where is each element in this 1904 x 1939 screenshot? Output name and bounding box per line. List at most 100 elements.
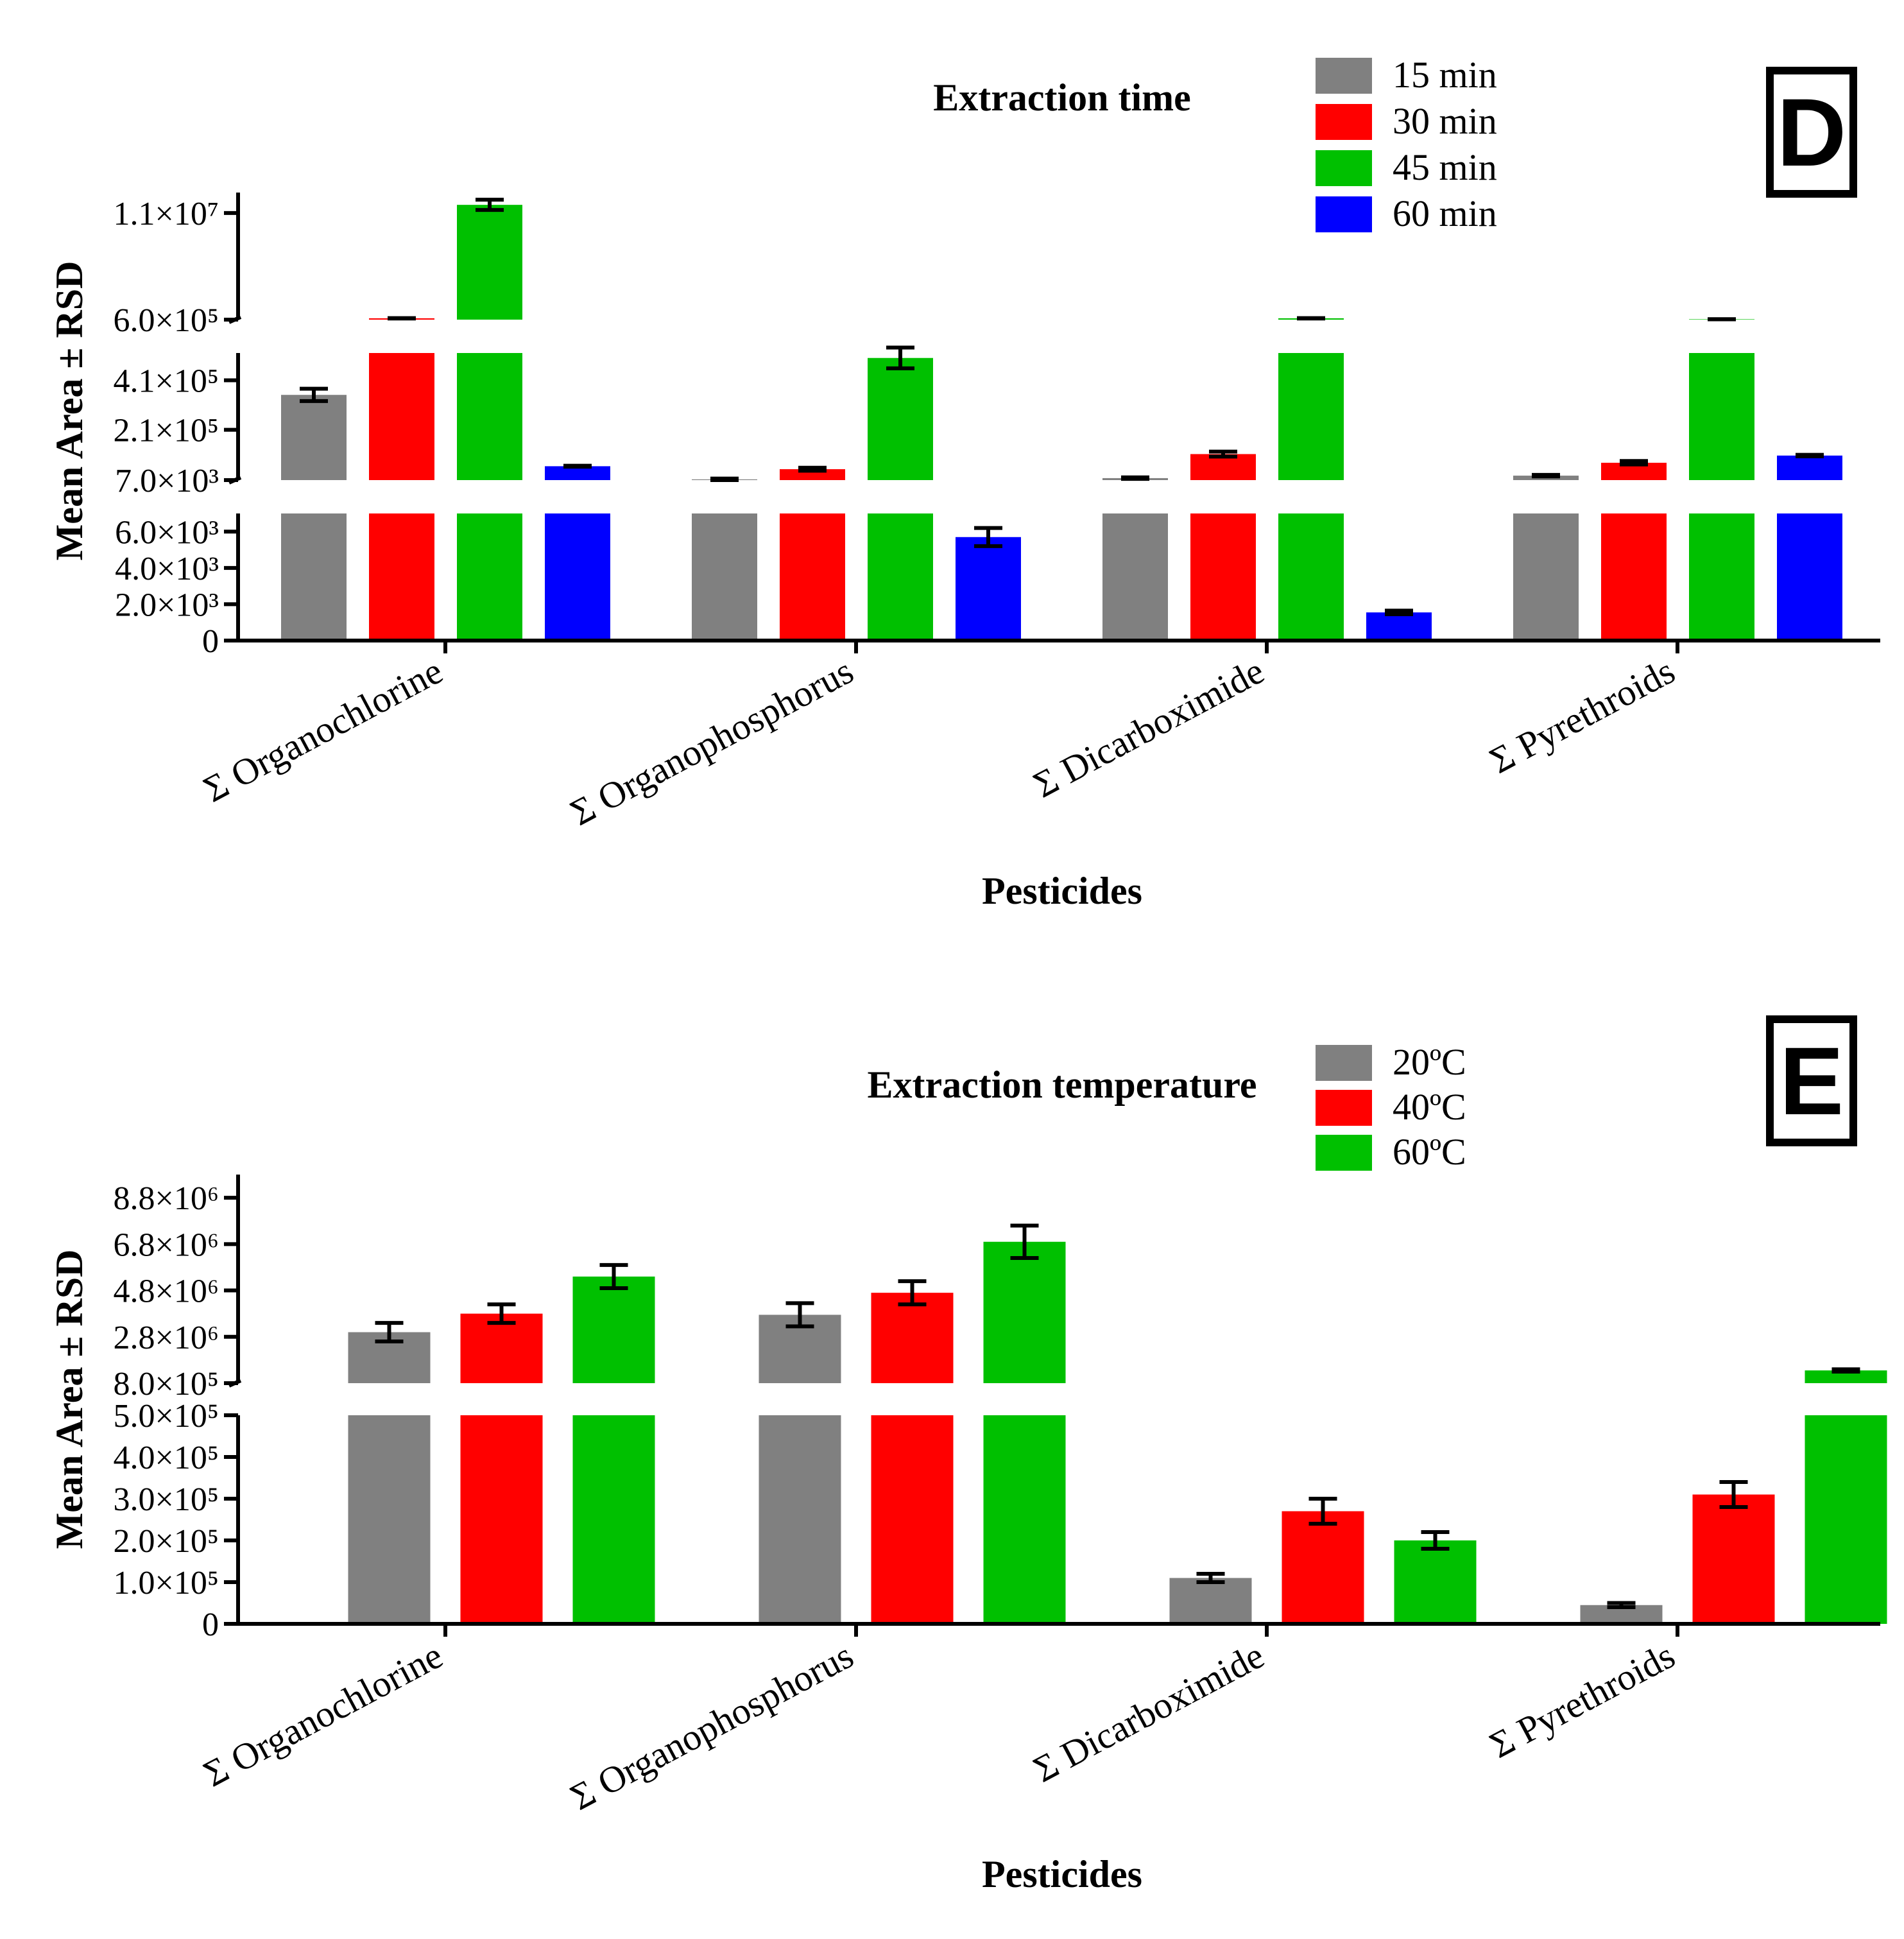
bar-60-c-0-seg1: [572, 1276, 655, 1383]
bar-40-c-2-seg0: [1282, 1511, 1364, 1624]
error-bar-2-1: [1010, 1223, 1039, 1260]
bar-15-min-2-seg0: [1102, 513, 1168, 641]
y-tick-label: 6.0×10⁵: [114, 302, 219, 339]
bar-45-min-2-seg1: [1278, 353, 1344, 480]
y-tick-label: 0: [202, 1607, 219, 1643]
x-axis-label: Pesticides: [982, 1853, 1142, 1895]
legend-entry: 15 min: [1393, 54, 1497, 96]
y-tick-label: 8.0×10⁵: [114, 1366, 219, 1402]
error-bar-1-1: [798, 465, 827, 473]
error-bar-0-0: [375, 1321, 404, 1343]
bar-45-min-0-seg1: [457, 353, 522, 480]
bar-40-c-1-seg0: [871, 1415, 954, 1624]
error-bar-3-2: [1385, 608, 1413, 616]
legend-swatch: [1316, 1135, 1372, 1171]
y-tick-label: 7.0×10³: [115, 463, 219, 499]
category-label: Σ Organochlorine: [197, 1634, 450, 1795]
bar-45-min-2-seg0: [1278, 513, 1344, 641]
bar-60-min-1-seg0: [956, 537, 1021, 641]
bar-30-min-3-seg0: [1601, 513, 1667, 641]
y-tick-label: 1.1×10⁷: [114, 196, 219, 232]
legend-swatch: [1316, 58, 1372, 94]
y-tick-label: 4.0×10³: [115, 551, 219, 587]
y-tick-label: 8.8×10⁶: [114, 1180, 219, 1217]
category-label: Σ Organophosphorus: [563, 650, 860, 834]
x-axis-label: Pesticides: [982, 870, 1142, 912]
y-tick-label: 1.0×10⁵: [114, 1565, 219, 1601]
chart-title: Extraction time: [933, 76, 1191, 119]
chart-title: Extraction temperature: [867, 1064, 1256, 1106]
legend-entry: 60ºC: [1393, 1131, 1466, 1173]
bar-30-min-1-seg0: [780, 513, 845, 641]
error-bar-2-0: [476, 198, 504, 212]
legend-swatch: [1316, 196, 1372, 232]
y-tick-label: 4.0×10⁵: [114, 1440, 219, 1476]
error-bar-0-3: [1607, 1601, 1636, 1609]
legend-entry: 60 min: [1393, 193, 1497, 234]
y-tick-label: 6.0×10³: [115, 514, 219, 551]
bar-20-c-1-seg0: [759, 1415, 841, 1624]
bar-15-min-0-seg0: [281, 513, 347, 641]
error-bar-1-2: [1209, 449, 1237, 459]
error-bar-0-1: [785, 1301, 814, 1329]
y-tick-label: 0: [202, 623, 219, 660]
category-label: Σ Dicarboximide: [1027, 1634, 1271, 1790]
error-bar-0-2: [1196, 1572, 1225, 1584]
panel-badge-letter: D: [1777, 78, 1846, 186]
chart-panel-e: Extraction temperature Mean Area ± RSD Pes…: [48, 1015, 1887, 1895]
y-tick-label: 2.8×10⁶: [114, 1320, 219, 1356]
panel-badge-letter: E: [1780, 1027, 1844, 1135]
panel-badge: D: [1766, 67, 1857, 198]
category-label: Σ Pyrethroids: [1483, 1634, 1681, 1766]
bar-30-min-0-seg1: [369, 353, 434, 480]
panel-badge-box: [1766, 1015, 1857, 1146]
bar-20-c-2-seg0: [1169, 1578, 1252, 1624]
bar-15-min-3-seg0: [1513, 513, 1579, 641]
legend-swatch: [1316, 1045, 1372, 1081]
error-bar-1-2: [1308, 1497, 1337, 1526]
error-bar-2-2: [1297, 316, 1325, 321]
error-bar-2-3: [1831, 1367, 1860, 1374]
legend-entry: 45 min: [1393, 146, 1497, 188]
bar-60-min-0-seg0: [545, 513, 610, 641]
bar-60-min-0-seg1: [545, 466, 610, 480]
bar-30-min-0-seg0: [369, 513, 434, 641]
bar-60-min-3-seg1: [1777, 455, 1842, 480]
y-tick-label: 4.1×10⁵: [114, 363, 219, 399]
error-bar-0-2: [1121, 475, 1149, 481]
bar-15-min-0-seg1: [281, 395, 347, 480]
chart-panel-d: Extraction time Mean Area ± RSD Pesticides…: [48, 54, 1880, 912]
y-tick-label: 2.0×10⁵: [114, 1523, 219, 1560]
error-bar-2-1: [886, 345, 914, 370]
legend-swatch: [1316, 150, 1372, 186]
error-bar-1-3: [1620, 459, 1648, 467]
error-bar-0-3: [1532, 472, 1560, 479]
error-bar-2-0: [599, 1263, 628, 1290]
error-bar-1-0: [487, 1302, 516, 1325]
y-axis-segment-2: 6.0×10⁵ 1.1×10⁷: [114, 193, 242, 339]
bar-60-c-2-seg0: [1394, 1540, 1477, 1624]
panel-badge: E: [1766, 1015, 1857, 1146]
bar-45-min-0-seg2: [457, 205, 522, 320]
legend-entry: 20ºC: [1393, 1041, 1466, 1083]
bar-60-c-3-seg1: [1805, 1370, 1887, 1383]
bar-60-c-0-seg0: [572, 1415, 655, 1624]
legend-swatch: [1316, 1090, 1372, 1126]
bar-40-c-0-seg1: [460, 1313, 543, 1383]
y-tick-label: 2.1×10⁵: [114, 413, 219, 449]
bar-60-min-3-seg0: [1777, 513, 1842, 641]
y-tick-label: 3.0×10⁵: [114, 1481, 219, 1518]
bar-60-c-3-seg0: [1805, 1415, 1887, 1624]
y-axis-segment-0: 0 1.0×10⁵ 2.0×10⁵ 3.0×10⁵ 4.0×10⁵ 5.0×10⁵: [114, 1398, 240, 1643]
category-label: Σ Organochlorine: [197, 650, 450, 810]
bar-45-min-0-seg0: [457, 513, 522, 641]
error-bar-3-3: [1796, 452, 1824, 458]
y-axis-segment-1: 7.0×10³ 2.1×10⁵ 4.1×10⁵: [114, 353, 242, 499]
y-axis-label: Mean Area ± RSD: [48, 1250, 90, 1549]
y-axis-segment-1: 8.0×10⁵ 2.8×10⁶ 4.8×10⁶ 6.8×10⁶ 8.8×10⁶: [114, 1175, 242, 1402]
error-bar-0-1: [710, 476, 739, 482]
y-tick-label: 6.8×10⁶: [114, 1227, 219, 1263]
